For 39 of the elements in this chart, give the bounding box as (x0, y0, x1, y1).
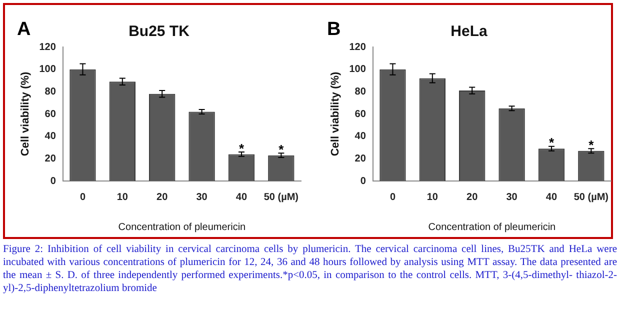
x-tick-label: 20 (156, 192, 168, 203)
y-tick-label: 40 (44, 131, 56, 142)
y-tick-label: 20 (354, 153, 366, 164)
x-axis-title: Concentration of pleumericin (118, 222, 246, 233)
x-tick-label: 40 (236, 192, 248, 203)
y-tick-label: 100 (349, 64, 366, 76)
y-axis-title: Cell viability (%) (20, 71, 32, 156)
annotation: * (238, 140, 245, 156)
x-tick-label: 10 (426, 192, 438, 203)
y-tick-label: 0 (50, 176, 56, 187)
y-tick-label: 80 (44, 86, 56, 98)
chart-title: HeLa (450, 23, 488, 40)
y-tick-label: 100 (39, 64, 56, 76)
annotation: * (278, 142, 285, 157)
y-tick-label: 60 (44, 108, 56, 120)
x-tick-label: 0 (390, 192, 396, 203)
y-tick-label: 120 (39, 42, 56, 53)
y-tick-label: 0 (360, 176, 366, 187)
x-tick-label: 0 (80, 192, 86, 203)
y-axis-title: Cell viability (%) (330, 71, 342, 156)
y-tick-label: 80 (354, 86, 366, 98)
y-tick-label: 20 (44, 153, 56, 164)
x-tick-label: 30 (506, 192, 518, 203)
y-tick-label: 60 (354, 108, 366, 120)
annotation: * (588, 137, 595, 152)
y-tick-label: 40 (354, 131, 366, 142)
annotation: * (548, 135, 555, 150)
x-tick-label: 50 (µM) (574, 192, 608, 203)
x-tick-label: 10 (116, 192, 128, 203)
x-tick-label: 30 (196, 192, 208, 203)
caption: Figure 2: Inhibition of cell viability in cervical carcinoma cells by plumericin. The cervical carcinoma cell lines, Bu25TK and HeLa were incubated with various concentrations of plumericin for 12, 24, 36 and 48 hours followed by analysis using MTT assay. The data presented are the mean ± S. D. of three independently performed experiments.*p<0.05, in comparison to the control cells. MTT, 3-(4,5-dimethyl- thiazol-2-yl)-2,5-diphenyltetrazolium bromide (3, 243, 617, 295)
text: A (17, 19, 31, 41)
chart-title: Bu25 TK (128, 23, 190, 40)
y-tick-label: 120 (349, 42, 366, 53)
text: B (327, 19, 341, 41)
x-tick-label: 40 (546, 192, 558, 203)
x-axis-title: Concentration of pleumericin (428, 222, 556, 233)
x-tick-label: 20 (466, 192, 478, 203)
x-tick-label: 50 (µM) (264, 192, 298, 203)
